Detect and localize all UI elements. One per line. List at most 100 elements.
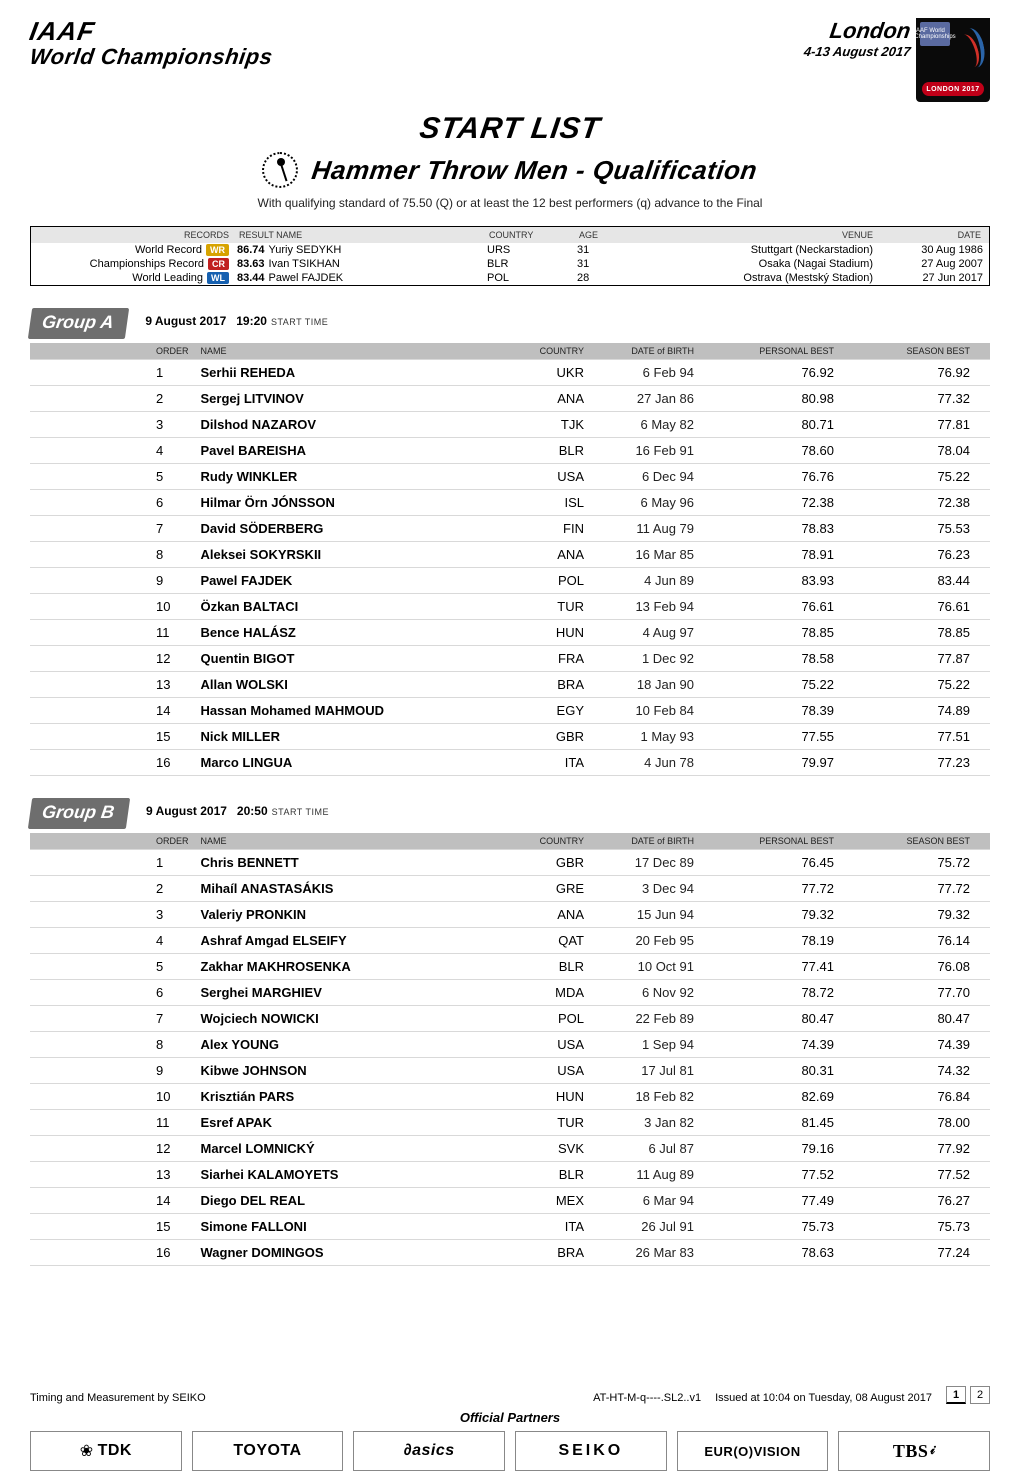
- cell-pb: 81.45: [700, 1110, 840, 1136]
- cell-dob: 3 Dec 94: [590, 876, 700, 902]
- sponsor-toyota: TOYOTA: [192, 1431, 344, 1471]
- col-order: ORDER: [30, 343, 195, 360]
- records-row: World RecordWR86.74Yuriy SEDYKHURS31Stut…: [31, 243, 989, 257]
- cell-order: 6: [30, 980, 195, 1006]
- cell-country: ISL: [500, 490, 590, 516]
- cell-order: 12: [30, 646, 195, 672]
- cell-dob: 18 Feb 82: [590, 1084, 700, 1110]
- cell-pb: 78.63: [700, 1240, 840, 1266]
- cell-dob: 6 Jul 87: [590, 1136, 700, 1162]
- table-header-row: ORDERNAMECOUNTRYDATE of BIRTHPERSONAL BE…: [30, 343, 990, 360]
- cell-name: Diego DEL REAL: [195, 1188, 500, 1214]
- table-row: 7David SÖDERBERGFIN11 Aug 7978.8375.53: [30, 516, 990, 542]
- cell-pb: 76.76: [700, 464, 840, 490]
- cell-sb: 75.53: [840, 516, 990, 542]
- start-list-heading: START LIST: [28, 112, 993, 146]
- cell-order: 15: [30, 1214, 195, 1240]
- cell-name: Sergej LITVINOV: [195, 386, 500, 412]
- record-age: 28: [577, 272, 637, 284]
- table-row: 11Esref APAKTUR3 Jan 8281.4578.00: [30, 1110, 990, 1136]
- cell-country: GBR: [500, 850, 590, 876]
- cell-name: Chris BENNETT: [195, 850, 500, 876]
- emblem-badge: IAAF World Championships: [920, 22, 950, 46]
- records-box: RECORDS RESULT NAME COUNTRY AGE VENUE DA…: [30, 226, 990, 286]
- cell-dob: 17 Dec 89: [590, 850, 700, 876]
- table-row: 2Sergej LITVINOVANA27 Jan 8680.9877.32: [30, 386, 990, 412]
- cell-pb: 77.72: [700, 876, 840, 902]
- group-time: 19:20: [236, 314, 267, 328]
- table-row: 12Quentin BIGOTFRA1 Dec 9278.5877.87: [30, 646, 990, 672]
- cell-pb: 76.92: [700, 360, 840, 386]
- sponsor-tdk: TDK: [30, 1431, 182, 1471]
- table-row: 7Wojciech NOWICKIPOL22 Feb 8980.4780.47: [30, 1006, 990, 1032]
- cell-order: 5: [30, 954, 195, 980]
- cell-sb: 77.70: [840, 980, 990, 1006]
- record-holder-name: Ivan TSIKHAN: [269, 258, 340, 270]
- table-row: 8Alex YOUNGUSA1 Sep 9474.3974.39: [30, 1032, 990, 1058]
- record-date: 30 Aug 1986: [883, 244, 983, 256]
- qualification-note: With qualifying standard of 75.50 (Q) or…: [30, 196, 990, 210]
- cell-name: Bence HALÁSZ: [195, 620, 500, 646]
- cell-name: Alex YOUNG: [195, 1032, 500, 1058]
- cell-dob: 13 Feb 94: [590, 594, 700, 620]
- cell-sb: 76.61: [840, 594, 990, 620]
- cell-sb: 80.47: [840, 1006, 990, 1032]
- cell-pb: 80.98: [700, 386, 840, 412]
- cell-sb: 78.00: [840, 1110, 990, 1136]
- cell-sb: 77.87: [840, 646, 990, 672]
- cell-pb: 77.41: [700, 954, 840, 980]
- record-age: 31: [577, 258, 637, 270]
- cell-pb: 78.83: [700, 516, 840, 542]
- cell-name: Dilshod NAZAROV: [195, 412, 500, 438]
- table-row: 5Rudy WINKLERUSA6 Dec 9476.7675.22: [30, 464, 990, 490]
- cell-pb: 78.19: [700, 928, 840, 954]
- records-head-records: RECORDS: [37, 229, 237, 241]
- cell-pb: 79.16: [700, 1136, 840, 1162]
- sponsor-asics: asics: [353, 1431, 505, 1471]
- cell-country: BLR: [500, 1162, 590, 1188]
- col-pb: PERSONAL BEST: [700, 343, 840, 360]
- cell-name: Wojciech NOWICKI: [195, 1006, 500, 1032]
- cell-order: 1: [30, 850, 195, 876]
- cell-name: Aleksei SOKYRSKII: [195, 542, 500, 568]
- record-age: 31: [577, 244, 637, 256]
- col-name: NAME: [195, 343, 500, 360]
- col-sb: SEASON BEST: [840, 833, 990, 850]
- cell-country: FIN: [500, 516, 590, 542]
- cell-order: 11: [30, 620, 195, 646]
- group-time: 20:50: [237, 804, 268, 818]
- record-date: 27 Jun 2017: [883, 272, 983, 284]
- cell-name: Siarhei KALAMOYETS: [195, 1162, 500, 1188]
- page-header: IAAF World Championships London 4-13 Aug…: [30, 18, 990, 102]
- cell-country: ANA: [500, 542, 590, 568]
- table-row: 4Ashraf Amgad ELSEIFYQAT20 Feb 9578.1976…: [30, 928, 990, 954]
- record-result: 86.74Yuriy SEDYKH: [237, 244, 487, 256]
- cell-dob: 4 Jun 78: [590, 750, 700, 776]
- cell-name: Simone FALLONI: [195, 1214, 500, 1240]
- cell-country: TJK: [500, 412, 590, 438]
- title-block: START LIST Hammer Throw Men - Qualificat…: [30, 112, 990, 210]
- cell-country: BRA: [500, 672, 590, 698]
- cell-pb: 75.22: [700, 672, 840, 698]
- record-pill: WR: [206, 244, 229, 256]
- record-venue: Ostrava (Mestský Stadion): [637, 272, 883, 284]
- cell-country: ANA: [500, 386, 590, 412]
- document-code: AT-HT-M-q----.SL2..v1: [593, 1392, 701, 1404]
- cell-name: Serhii REHEDA: [195, 360, 500, 386]
- sponsor-eurovision: EUR(O)VISION: [677, 1431, 829, 1471]
- cell-sb: 77.23: [840, 750, 990, 776]
- cell-order: 13: [30, 1162, 195, 1188]
- cell-order: 3: [30, 902, 195, 928]
- cell-pb: 78.91: [700, 542, 840, 568]
- cell-sb: 72.38: [840, 490, 990, 516]
- table-row: 2Mihaíl ANASTASÁKISGRE3 Dec 9477.7277.72: [30, 876, 990, 902]
- table-row: 14Diego DEL REALMEX6 Mar 9477.4976.27: [30, 1188, 990, 1214]
- table-row: 10Krisztián PARSHUN18 Feb 8282.6976.84: [30, 1084, 990, 1110]
- record-country: BLR: [487, 258, 577, 270]
- cell-dob: 6 May 82: [590, 412, 700, 438]
- col-sb: SEASON BEST: [840, 343, 990, 360]
- cell-dob: 15 Jun 94: [590, 902, 700, 928]
- cell-country: USA: [500, 1032, 590, 1058]
- record-holder-name: Pawel FAJDEK: [269, 272, 344, 284]
- cell-order: 12: [30, 1136, 195, 1162]
